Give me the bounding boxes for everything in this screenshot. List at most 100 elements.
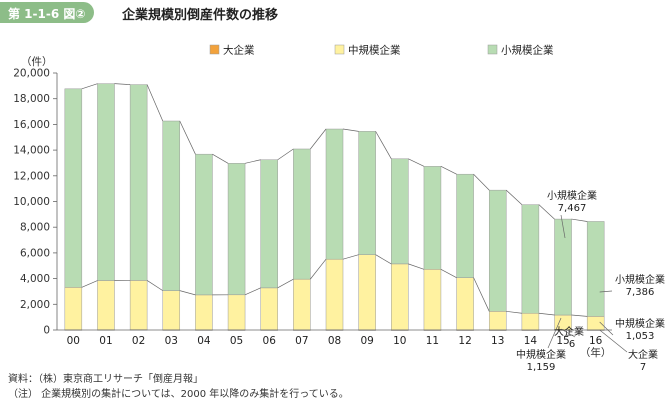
- bar-segment: [195, 294, 213, 331]
- bar-segment: [129, 84, 148, 281]
- callout-leader: [560, 214, 566, 239]
- bar-segment: [97, 280, 115, 330]
- bar-segment: [521, 312, 540, 331]
- x-tick-label: 12: [458, 335, 471, 347]
- series-connector-line: [342, 254, 359, 260]
- figure-notes: 資料：（株）東京商工リサーチ「倒産月報」 （注） 企業規模別の集計については、2…: [8, 372, 349, 402]
- x-tick-label: 13: [491, 335, 504, 347]
- series-connector-line: [342, 128, 359, 132]
- bar-segment: [260, 287, 278, 331]
- series-connector-line: [310, 258, 327, 280]
- x-tick-label: 04: [197, 335, 211, 347]
- callout-medium-2016-label: 中規模企業: [615, 317, 665, 330]
- bar-segment: [554, 218, 572, 316]
- bar-segment: [325, 258, 344, 331]
- x-tick-label: 00: [67, 335, 80, 347]
- callout-leader: [560, 328, 576, 338]
- x-tick-label: 08: [328, 335, 341, 347]
- bar-segment: [97, 83, 115, 281]
- x-tick-label: 10: [393, 335, 406, 347]
- legend-label: 大企業: [223, 44, 255, 57]
- bar-segment: [456, 173, 474, 278]
- y-tick-label: 16,000: [13, 119, 50, 131]
- series-connector-line: [212, 153, 229, 164]
- bar-segment: [488, 189, 507, 312]
- series-connector-line: [81, 83, 98, 90]
- source-note: 資料：（株）東京商工リサーチ「倒産月報」: [8, 374, 203, 385]
- series-connector-line: [146, 84, 164, 122]
- callout-medium-2015-value: 1,159: [527, 362, 556, 373]
- x-tick-label: 16: [589, 335, 603, 347]
- footnote: （注） 企業規模別の集計については、2000 年以降のみ集計を行っている。: [8, 389, 349, 400]
- callout-small-2015-label: 小規模企業: [547, 189, 597, 202]
- x-tick-label: 05: [230, 335, 243, 347]
- x-tick-label: 09: [360, 335, 373, 347]
- x-tick-label: 07: [295, 335, 308, 347]
- series-connector-line: [408, 263, 425, 270]
- series-connector-line: [505, 189, 523, 205]
- bar-segment: [391, 158, 409, 265]
- y-tick-label: 6,000: [20, 247, 50, 259]
- bar-segment: [227, 294, 246, 331]
- series-connector-line: [244, 159, 261, 164]
- bar-segment: [162, 290, 181, 331]
- bar-segment: [423, 269, 442, 331]
- legend-label: 中規模企業: [348, 44, 401, 57]
- callout-small-2015-value: 7,467: [558, 203, 587, 214]
- series-connector-line: [146, 280, 163, 291]
- callout-leader: [599, 290, 613, 293]
- bar-segment: [586, 316, 605, 331]
- series-connector-line: [571, 314, 588, 317]
- series-connector-line: [277, 278, 294, 289]
- y-tick-label: 10,000: [13, 196, 50, 208]
- bar-segment: [293, 278, 311, 331]
- callout-large-2015-value: 6: [569, 339, 575, 350]
- callout-medium-2015-label: 中規模企業: [516, 348, 566, 361]
- y-axis-unit: （件）: [21, 56, 53, 68]
- bar-segment: [260, 159, 278, 289]
- y-tick-label: 12,000: [13, 170, 50, 182]
- x-tick-label: 03: [165, 335, 178, 347]
- x-axis-unit: （年）: [580, 346, 612, 359]
- y-tick-label: 2,000: [20, 299, 50, 311]
- bar-segment: [162, 120, 181, 291]
- series-connector-line: [244, 287, 261, 296]
- series-connector-line: [538, 312, 555, 316]
- series-connector-line: [440, 166, 457, 175]
- legend-swatch: [209, 44, 220, 55]
- y-tick-label: 18,000: [13, 93, 50, 105]
- x-tick-label: 14: [524, 335, 538, 347]
- series-connector-line: [277, 148, 294, 161]
- callout-leader: [599, 321, 614, 336]
- bar-segment: [293, 148, 311, 280]
- bar-segment: [325, 128, 344, 260]
- bar-segment: [456, 277, 474, 331]
- callout-large-2016-label: 大企業: [628, 348, 658, 361]
- bar-segment: [195, 153, 213, 296]
- x-tick-label: 11: [426, 335, 439, 347]
- series-connector-line: [310, 128, 327, 150]
- bar-segment: [358, 131, 376, 255]
- callout-small-2016-value: 7,386: [626, 287, 655, 298]
- series-connector-line: [81, 280, 98, 288]
- y-tick-label: 20,000: [13, 68, 50, 80]
- series-connector-line: [408, 158, 425, 167]
- y-tick-label: 8,000: [20, 222, 50, 234]
- legend-label: 小規模企業: [501, 44, 554, 57]
- figure-number-tag: 第 1-1-6 図②: [0, 2, 94, 23]
- callout-small-2016-label: 小規模企業: [615, 273, 665, 286]
- callout-large-2015-label: 大企業: [554, 325, 584, 338]
- series-connector-line: [375, 131, 392, 159]
- bar-segment: [586, 221, 605, 317]
- bar-segment: [521, 204, 540, 314]
- x-tick-label: 06: [263, 335, 277, 347]
- legend-swatch: [487, 44, 498, 55]
- series-connector-line: [473, 173, 490, 191]
- y-tick-label: 14,000: [13, 145, 50, 157]
- series-connector-line: [538, 204, 555, 220]
- figure-header: 第 1-1-6 図② 企業規模別倒産件数の推移: [0, 0, 668, 26]
- legend-swatch: [334, 44, 345, 55]
- bar-segment: [64, 287, 83, 330]
- callout-large-2016-value: 7: [640, 362, 646, 373]
- figure-number: 第 1-1-6 図②: [8, 7, 86, 21]
